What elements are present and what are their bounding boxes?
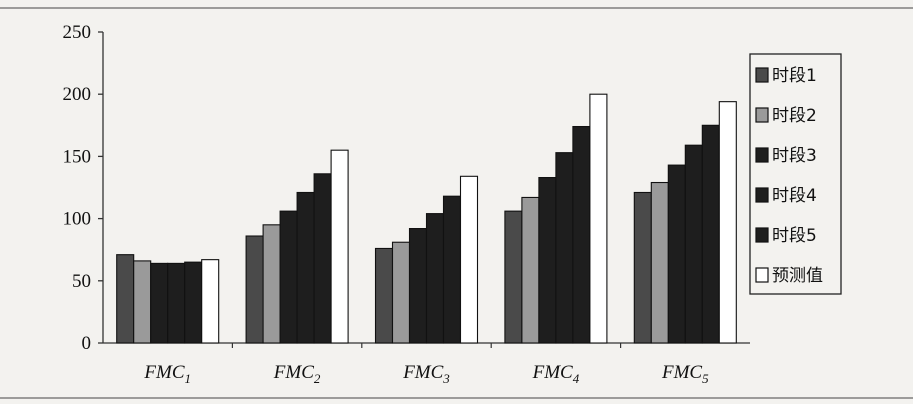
bar-fmc3-series-6 xyxy=(459,175,479,344)
x-category-label-main: FMC xyxy=(143,362,184,383)
bar-fmc4-series-6 xyxy=(589,93,608,344)
legend-label: 预测值 xyxy=(772,266,823,286)
bar-fmc3-series-4 xyxy=(425,213,445,344)
bar-fmc5-series-3 xyxy=(667,164,686,344)
legend-swatch xyxy=(755,267,769,283)
category-labels: FMC1 FMC2 FMC3 FMC4 FMC5 xyxy=(143,362,709,386)
bar-fmc2-series-1 xyxy=(245,235,264,344)
legend-label: 时段5 xyxy=(772,226,817,246)
x-category-label-main: FMC xyxy=(273,362,314,383)
x-category-label-subscript: 4 xyxy=(573,371,580,386)
bar-fmc2-series-4 xyxy=(296,191,315,344)
legend-label: 时段3 xyxy=(772,146,817,166)
bar-fmc2-series-3 xyxy=(279,210,298,344)
bar-fmc3-series-5 xyxy=(442,195,462,344)
x-category-label-subscript: 3 xyxy=(442,371,450,386)
bar-fmc4-series-4 xyxy=(555,152,574,344)
bar-fmc4-series-1 xyxy=(504,210,523,344)
bar-series-group xyxy=(116,93,737,344)
legend-label: 时段1 xyxy=(772,66,817,86)
x-category-label-subscript: 1 xyxy=(185,371,192,386)
y-tick-label: 0 xyxy=(82,333,92,354)
legend-label: 时段4 xyxy=(772,186,817,206)
bar-fmc2-series-5 xyxy=(313,173,332,344)
x-category-label-subscript: 5 xyxy=(702,371,709,386)
legend-swatch xyxy=(755,147,769,163)
y-axis: 0 50 100 150 200 250 xyxy=(63,22,104,354)
x-axis xyxy=(103,342,750,348)
bar-fmc4-series-3 xyxy=(538,176,557,344)
bar-fmc1-series-3 xyxy=(150,262,169,344)
bar-fmc2-series-2 xyxy=(262,224,281,344)
x-category-label: FMC4 xyxy=(532,362,580,386)
bar-fmc4-series-2 xyxy=(521,196,540,344)
y-tick-label: 200 xyxy=(63,84,92,105)
x-category-label: FMC2 xyxy=(273,362,321,386)
bar-fmc5-series-2 xyxy=(650,181,669,344)
bar-fmc1-series-2 xyxy=(133,260,152,344)
bar-fmc3-series-2 xyxy=(391,241,411,344)
y-tick-label: 250 xyxy=(63,22,92,43)
legend-swatch xyxy=(755,227,769,243)
legend-swatch xyxy=(755,107,769,123)
bar-fmc2-series-6 xyxy=(330,149,349,344)
bar-fmc5-series-6 xyxy=(718,101,737,344)
legend-swatch xyxy=(755,67,769,83)
legend-label: 时段2 xyxy=(772,106,817,126)
bar-fmc5-series-5 xyxy=(701,124,720,344)
bar-fmc3-series-3 xyxy=(408,228,428,344)
x-category-label: FMC1 xyxy=(143,362,191,386)
bar-fmc4-series-5 xyxy=(572,125,591,344)
x-category-label-subscript: 2 xyxy=(314,371,321,386)
legend-box xyxy=(749,53,842,295)
legend: 时段1 时段2 时段3 时段4 时段5 预测值 xyxy=(749,53,842,295)
y-tick-label: 150 xyxy=(63,146,92,167)
bar-fmc1-series-6 xyxy=(201,259,220,344)
y-tick-label: 100 xyxy=(63,209,92,230)
y-tick-label: 50 xyxy=(72,271,91,292)
legend-swatch xyxy=(755,187,769,203)
bar-fmc5-series-1 xyxy=(633,191,652,344)
x-category-label-main: FMC xyxy=(661,362,702,383)
x-category-label: FMC3 xyxy=(402,362,450,386)
bar-fmc1-series-5 xyxy=(184,261,203,344)
bar-fmc5-series-4 xyxy=(684,144,703,344)
x-category-label: FMC5 xyxy=(661,362,709,386)
bar-fmc3-series-1 xyxy=(374,247,394,344)
x-category-label-main: FMC xyxy=(532,362,573,383)
bar-fmc1-series-1 xyxy=(116,254,135,344)
bar-fmc1-series-4 xyxy=(167,262,186,344)
x-category-label-main: FMC xyxy=(402,362,443,383)
